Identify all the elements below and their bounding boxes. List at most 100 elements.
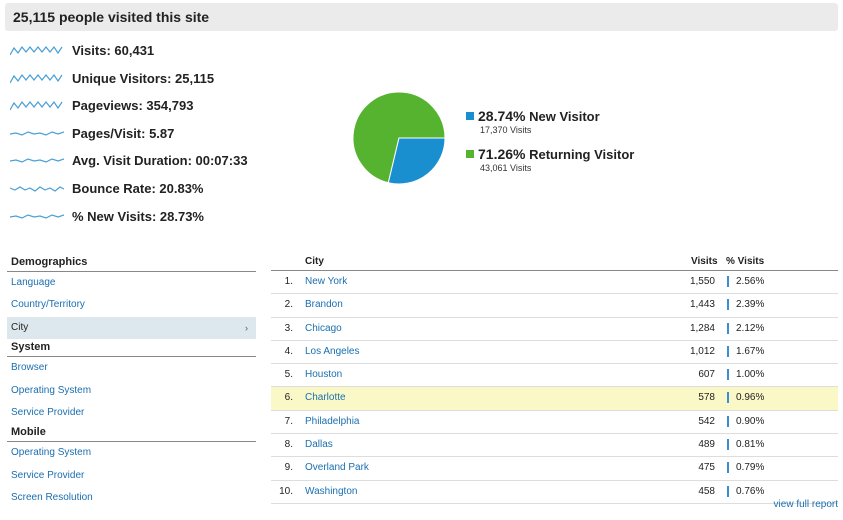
row-visits: 458 — [698, 485, 715, 497]
row-pct: 1.67% — [736, 345, 765, 357]
row-rank: 7. — [284, 415, 293, 427]
row-visits: 542 — [698, 415, 715, 427]
pct-bar — [727, 345, 729, 357]
chevron-right-icon: › — [245, 322, 248, 333]
sidebar-item-label: City — [11, 321, 29, 333]
sidebar-item-mobile-service-provider[interactable]: Service Provider — [11, 469, 85, 481]
table-row: 9. Overland Park 475 0.79% — [271, 457, 838, 481]
row-pct: 1.00% — [736, 369, 765, 381]
sidebar-item-language[interactable]: Language — [11, 277, 56, 288]
row-visits: 475 — [698, 462, 715, 474]
row-pct: 2.12% — [736, 322, 765, 334]
table-row: 5. Houston 607 1.00% — [271, 364, 838, 388]
row-pct: 2.56% — [736, 276, 765, 287]
sparkline-icon — [10, 158, 64, 164]
metrics-list: Visits: 60,431 Unique Visitors: 25,115 P… — [10, 40, 330, 233]
metric-label: Pageviews: 354,793 — [72, 98, 194, 114]
legend-swatch-new — [466, 112, 474, 120]
metric-label: Pages/Visit: 5.87 — [72, 125, 175, 141]
metric-label: Visits: 60,431 — [72, 43, 155, 58]
metric-bounce-rate[interactable]: Bounce Rate: 20.83% — [10, 178, 330, 206]
metric-visits[interactable]: Visits: 60,431 — [10, 40, 330, 68]
pct-bar — [727, 369, 729, 381]
column-header-city[interactable]: City — [305, 256, 324, 267]
section-demographics: Demographics — [7, 256, 256, 272]
metric-label: Avg. Visit Duration: 00:07:33 — [72, 153, 248, 169]
row-pct: 0.96% — [736, 392, 765, 404]
table-row: 4. Los Angeles 1,012 1.67% — [271, 341, 838, 365]
row-rank: 8. — [284, 439, 293, 451]
legend-new-visits: 17,370 Visits — [480, 125, 532, 135]
row-visits: 1,550 — [689, 276, 715, 287]
sparkline-icon — [10, 101, 63, 111]
sidebar-item-browser[interactable]: Browser — [11, 362, 48, 374]
section-system: System — [7, 341, 256, 358]
legend-swatch-returning — [466, 150, 474, 158]
row-visits: 1,012 — [689, 345, 715, 357]
city-link[interactable]: Brandon — [305, 299, 343, 311]
metric-pageviews[interactable]: Pageviews: 354,793 — [10, 95, 330, 123]
row-visits: 607 — [698, 369, 715, 381]
city-table: City Visits % Visits 1. New York 1,550 2.56… — [271, 256, 838, 504]
metric-unique-visitors[interactable]: Unique Visitors: 25,115 — [10, 68, 330, 96]
city-link[interactable]: Houston — [305, 369, 343, 381]
sparkline-icon — [10, 45, 63, 56]
row-rank: 6. — [284, 392, 293, 404]
sidebar-item-mobile-operating-system[interactable]: Operating System — [11, 447, 92, 459]
city-link[interactable]: Philadelphia — [305, 415, 360, 427]
pie-slice-new-visitor — [387, 137, 446, 185]
summary-header: 25,115 people visited this site — [5, 3, 838, 31]
metric-pages-per-visit[interactable]: Pages/Visit: 5.87 — [10, 123, 330, 151]
pct-bar — [727, 276, 729, 287]
row-pct: 0.90% — [736, 415, 765, 427]
sidebar-item-screen-resolution[interactable]: Screen Resolution — [11, 492, 93, 504]
row-rank: 9. — [284, 462, 293, 474]
legend-returning-label: Returning Visitor — [529, 147, 635, 162]
table-row: 3. Chicago 1,284 2.12% — [271, 318, 838, 341]
row-visits: 1,284 — [689, 322, 715, 334]
row-rank: 4. — [284, 345, 293, 357]
row-pct: 2.39% — [736, 299, 765, 311]
pct-bar — [727, 415, 729, 427]
sidebar-item-operating-system[interactable]: Operating System — [11, 384, 92, 396]
row-rank: 10. — [279, 485, 293, 497]
city-link[interactable]: New York — [305, 276, 348, 287]
pct-bar — [727, 462, 729, 474]
row-pct: 0.76% — [736, 485, 765, 497]
city-link[interactable]: Charlotte — [305, 392, 346, 404]
legend-returning-pct: 71.26% — [478, 146, 526, 162]
view-full-report-link[interactable]: view full report — [773, 499, 838, 510]
city-link[interactable]: Overland Park — [305, 462, 369, 474]
metric-avg-visit-duration[interactable]: Avg. Visit Duration: 00:07:33 — [10, 150, 330, 178]
column-header-visits[interactable]: Visits — [691, 256, 718, 267]
metric-label: Bounce Rate: 20.83% — [72, 180, 204, 196]
city-link[interactable]: Los Angeles — [305, 345, 360, 357]
legend-new-pct: 28.74% — [478, 108, 526, 124]
metric-new-visits[interactable]: % New Visits: 28.73% — [10, 206, 330, 234]
table-row: 10. Washington 458 0.76% — [271, 481, 838, 504]
row-visits: 489 — [698, 439, 715, 451]
metric-label: % New Visits: 28.73% — [72, 208, 204, 224]
city-link[interactable]: Dallas — [305, 439, 333, 451]
pie-slice-returning-visitor — [352, 91, 446, 184]
city-link[interactable]: Chicago — [305, 322, 342, 334]
city-link[interactable]: Washington — [305, 485, 358, 497]
column-header-pct-visits[interactable]: % Visits — [726, 256, 765, 267]
sidebar-item-country-territory[interactable]: Country/Territory — [11, 299, 85, 311]
sparkline-icon — [10, 213, 64, 219]
sidebar-item-city[interactable]: City › — [7, 316, 256, 340]
report-sidebar: Demographics Language Country/Territory … — [7, 256, 256, 510]
table-row: 2. Brandon 1,443 2.39% — [271, 294, 838, 318]
pct-bar — [727, 322, 729, 334]
row-rank: 5. — [284, 369, 293, 381]
sidebar-item-service-provider[interactable]: Service Provider — [11, 406, 85, 418]
table-row: 7. Philadelphia 542 0.90% — [271, 411, 838, 435]
table-row: 8. Dallas 489 0.81% — [271, 434, 838, 458]
section-mobile: Mobile — [7, 426, 256, 443]
metric-label: Unique Visitors: 25,115 — [72, 70, 215, 86]
sparkline-icon — [10, 131, 64, 136]
sparkline-icon — [10, 73, 63, 83]
table-row-highlighted: 6. Charlotte 578 0.96% — [271, 387, 838, 411]
summary-title: 25,115 people visited this site — [13, 9, 210, 25]
row-pct: 0.79% — [736, 462, 765, 474]
